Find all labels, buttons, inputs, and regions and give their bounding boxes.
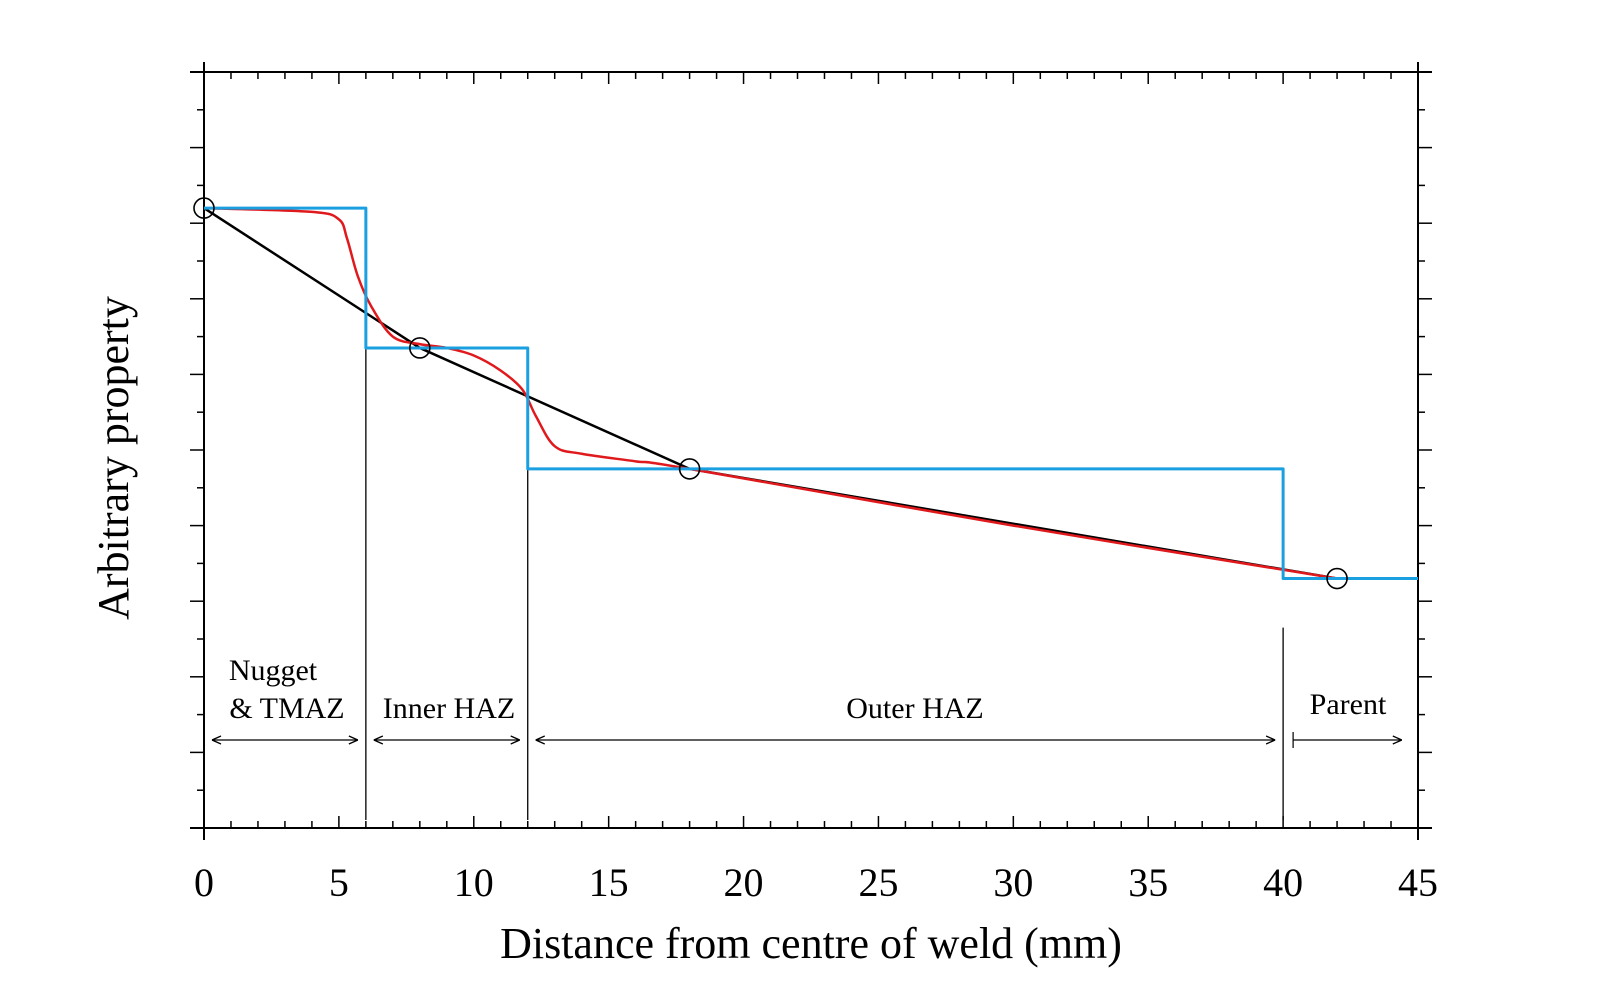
x-tick-label: 25 bbox=[858, 860, 898, 905]
zone-arrow-head bbox=[373, 735, 384, 745]
black-line-series bbox=[203, 207, 1338, 580]
plot-frame bbox=[190, 62, 1432, 840]
x-tick-label: 20 bbox=[724, 860, 764, 905]
zone-label: Parent bbox=[1310, 688, 1387, 721]
zone-arrow-head bbox=[1265, 735, 1276, 745]
data-point-marker bbox=[678, 458, 701, 480]
data-point-marker bbox=[193, 197, 215, 219]
x-tick-label: 40 bbox=[1263, 860, 1303, 905]
zone-label: Outer HAZ bbox=[846, 692, 983, 725]
zone-arrow-head bbox=[510, 735, 520, 745]
y-axis-title: Arbitrary property bbox=[89, 296, 138, 620]
zone-arrow-head bbox=[535, 735, 545, 745]
red-curve-series bbox=[203, 206, 1338, 580]
x-tick-label: 35 bbox=[1128, 860, 1168, 905]
x-tick-label: 0 bbox=[194, 860, 214, 905]
x-tick-label: 10 bbox=[454, 860, 494, 905]
data-markers bbox=[193, 197, 1348, 590]
zone-arrow-head bbox=[348, 735, 359, 745]
x-tick-label: 5 bbox=[329, 860, 349, 905]
zone-label-line1: Nugget bbox=[229, 654, 318, 687]
x-tick-label: 45 bbox=[1398, 860, 1438, 905]
tick-labels: 0 5 10 15 20 25 30 35 40 45 bbox=[194, 860, 1438, 905]
x-axis-title: Distance from centre of weld (mm) bbox=[500, 919, 1122, 968]
x-tick-label: 30 bbox=[993, 860, 1033, 905]
zone-arrow-head bbox=[1392, 735, 1403, 745]
x-tick-label: 15 bbox=[589, 860, 629, 905]
data-point-marker bbox=[1326, 567, 1348, 590]
data-series bbox=[203, 206, 1418, 581]
blue-step-series bbox=[204, 206, 1418, 581]
zone-label-line2: & TMAZ bbox=[229, 692, 344, 725]
axis-ticks bbox=[190, 71, 1432, 829]
zone-label: Inner HAZ bbox=[383, 692, 515, 725]
zone-arrow-head bbox=[211, 735, 222, 745]
data-point-marker bbox=[409, 337, 431, 359]
zone-annotations: Nugget & TMAZ Inner HAZ Outer HAZ Parent bbox=[211, 347, 1403, 820]
